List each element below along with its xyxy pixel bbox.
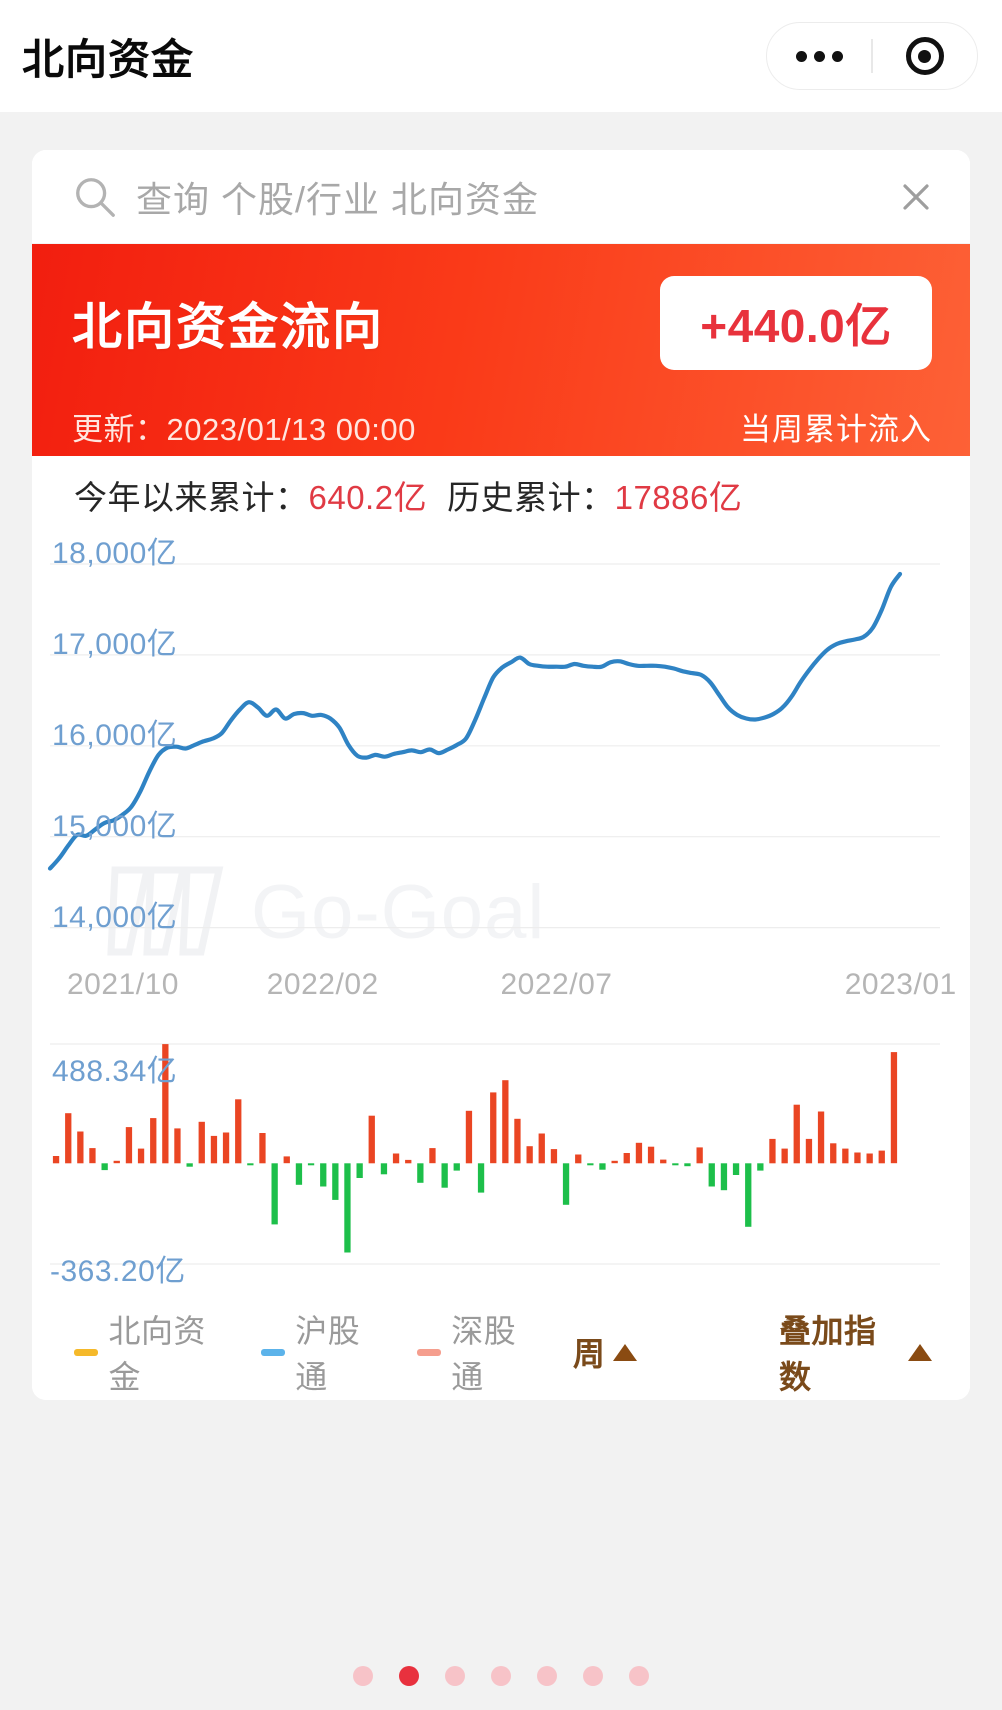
legend-item-2[interactable]: 深股通: [416, 1306, 543, 1398]
x-axis-tick: 2022/02: [266, 968, 379, 1001]
update-timestamp: 更新：2023/01/13 00:00: [72, 412, 416, 447]
ytd-label: 今年以来累计：: [74, 479, 309, 516]
pager-dot[interactable]: [583, 1666, 603, 1686]
x-axis-tick: 2021/10: [67, 968, 179, 1001]
legend-label: 北向资金: [108, 1313, 206, 1395]
bar-chart-svg: [50, 1043, 940, 1265]
capsule-divider: [871, 39, 873, 73]
more-dots-icon: [795, 50, 843, 62]
carousel-pager[interactable]: [0, 1666, 1002, 1686]
status-badge: +440.0亿: [660, 276, 932, 370]
search-bar[interactable]: 查询 个股/行业 北向资金: [32, 150, 970, 244]
pager-dot[interactable]: [399, 1666, 419, 1686]
page-title: 北向资金: [22, 35, 195, 83]
x-axis-tick: 2022/07: [500, 968, 613, 1001]
target-circle-icon: [905, 37, 944, 75]
period-label: 周: [572, 1336, 606, 1372]
triangle-up-icon: [613, 1343, 638, 1361]
history-label: 历史累计：: [447, 479, 615, 516]
banner-title: 北向资金流向: [72, 299, 384, 355]
close-icon[interactable]: [896, 177, 936, 217]
pager-dot[interactable]: [353, 1666, 373, 1686]
pager-dot[interactable]: [537, 1666, 557, 1686]
app-header: 北向资金: [0, 0, 1002, 112]
close-miniprogram-button[interactable]: [873, 23, 977, 89]
line-chart-svg: [47, 563, 940, 929]
more-menu-button[interactable]: [767, 23, 871, 89]
bar-chart: 488.34亿 -363.20亿: [32, 1014, 940, 1304]
overlay-index-selector[interactable]: 叠加指数: [779, 1306, 932, 1398]
search-input[interactable]: 查询 个股/行业 北向资金: [136, 178, 540, 220]
legend-item-0[interactable]: 北向资金: [74, 1306, 231, 1398]
x-axis-tick: 2023/01: [844, 968, 957, 1001]
overlay-label: 叠加指数: [779, 1313, 877, 1395]
pager-dot[interactable]: [445, 1666, 465, 1686]
triangle-up-icon: [907, 1343, 932, 1361]
page-body: 查询 个股/行业 北向资金 北向资金流向 +440.0亿 更新：2023/01/…: [0, 112, 1002, 1710]
ytd-value: 640.2亿: [308, 479, 428, 516]
legend-label: 深股通: [451, 1313, 517, 1395]
cumulative-stats-row: 今年以来累计： 640.2亿 历史累计： 17886亿: [32, 456, 970, 534]
history-value: 17886亿: [614, 479, 743, 516]
main-card: 查询 个股/行业 北向资金 北向资金流向 +440.0亿 更新：2023/01/…: [32, 150, 970, 1400]
banner-subtitle: 当周累计流入: [740, 412, 932, 447]
line-chart: 18,000亿 17,000亿 16,000亿 15,000亿 14,000亿 2021…: [32, 534, 956, 1004]
legend-swatch: [416, 1348, 442, 1356]
pager-dot[interactable]: [491, 1666, 511, 1686]
legend-label: 沪股通: [295, 1313, 361, 1395]
banner-badge-value: +440.0亿: [700, 300, 892, 352]
charts-container: Go-Goal 18,000亿 17,000亿 16,000亿 15,000亿 14,0…: [32, 534, 970, 1304]
northbound-flow-banner: 北向资金流向 +440.0亿 更新：2023/01/13 00:00 当周累计流…: [32, 244, 970, 456]
period-selector[interactable]: 周: [573, 1329, 638, 1375]
wechat-capsule-bar[interactable]: [766, 22, 978, 90]
legend-swatch: [74, 1348, 99, 1356]
legend-swatch: [260, 1348, 286, 1356]
search-icon: [76, 177, 115, 217]
chart-legend: 北向资金 沪股通 深股通 周 叠加指数: [32, 1304, 970, 1400]
legend-item-1[interactable]: 沪股通: [260, 1306, 387, 1398]
pager-dot[interactable]: [629, 1666, 649, 1686]
